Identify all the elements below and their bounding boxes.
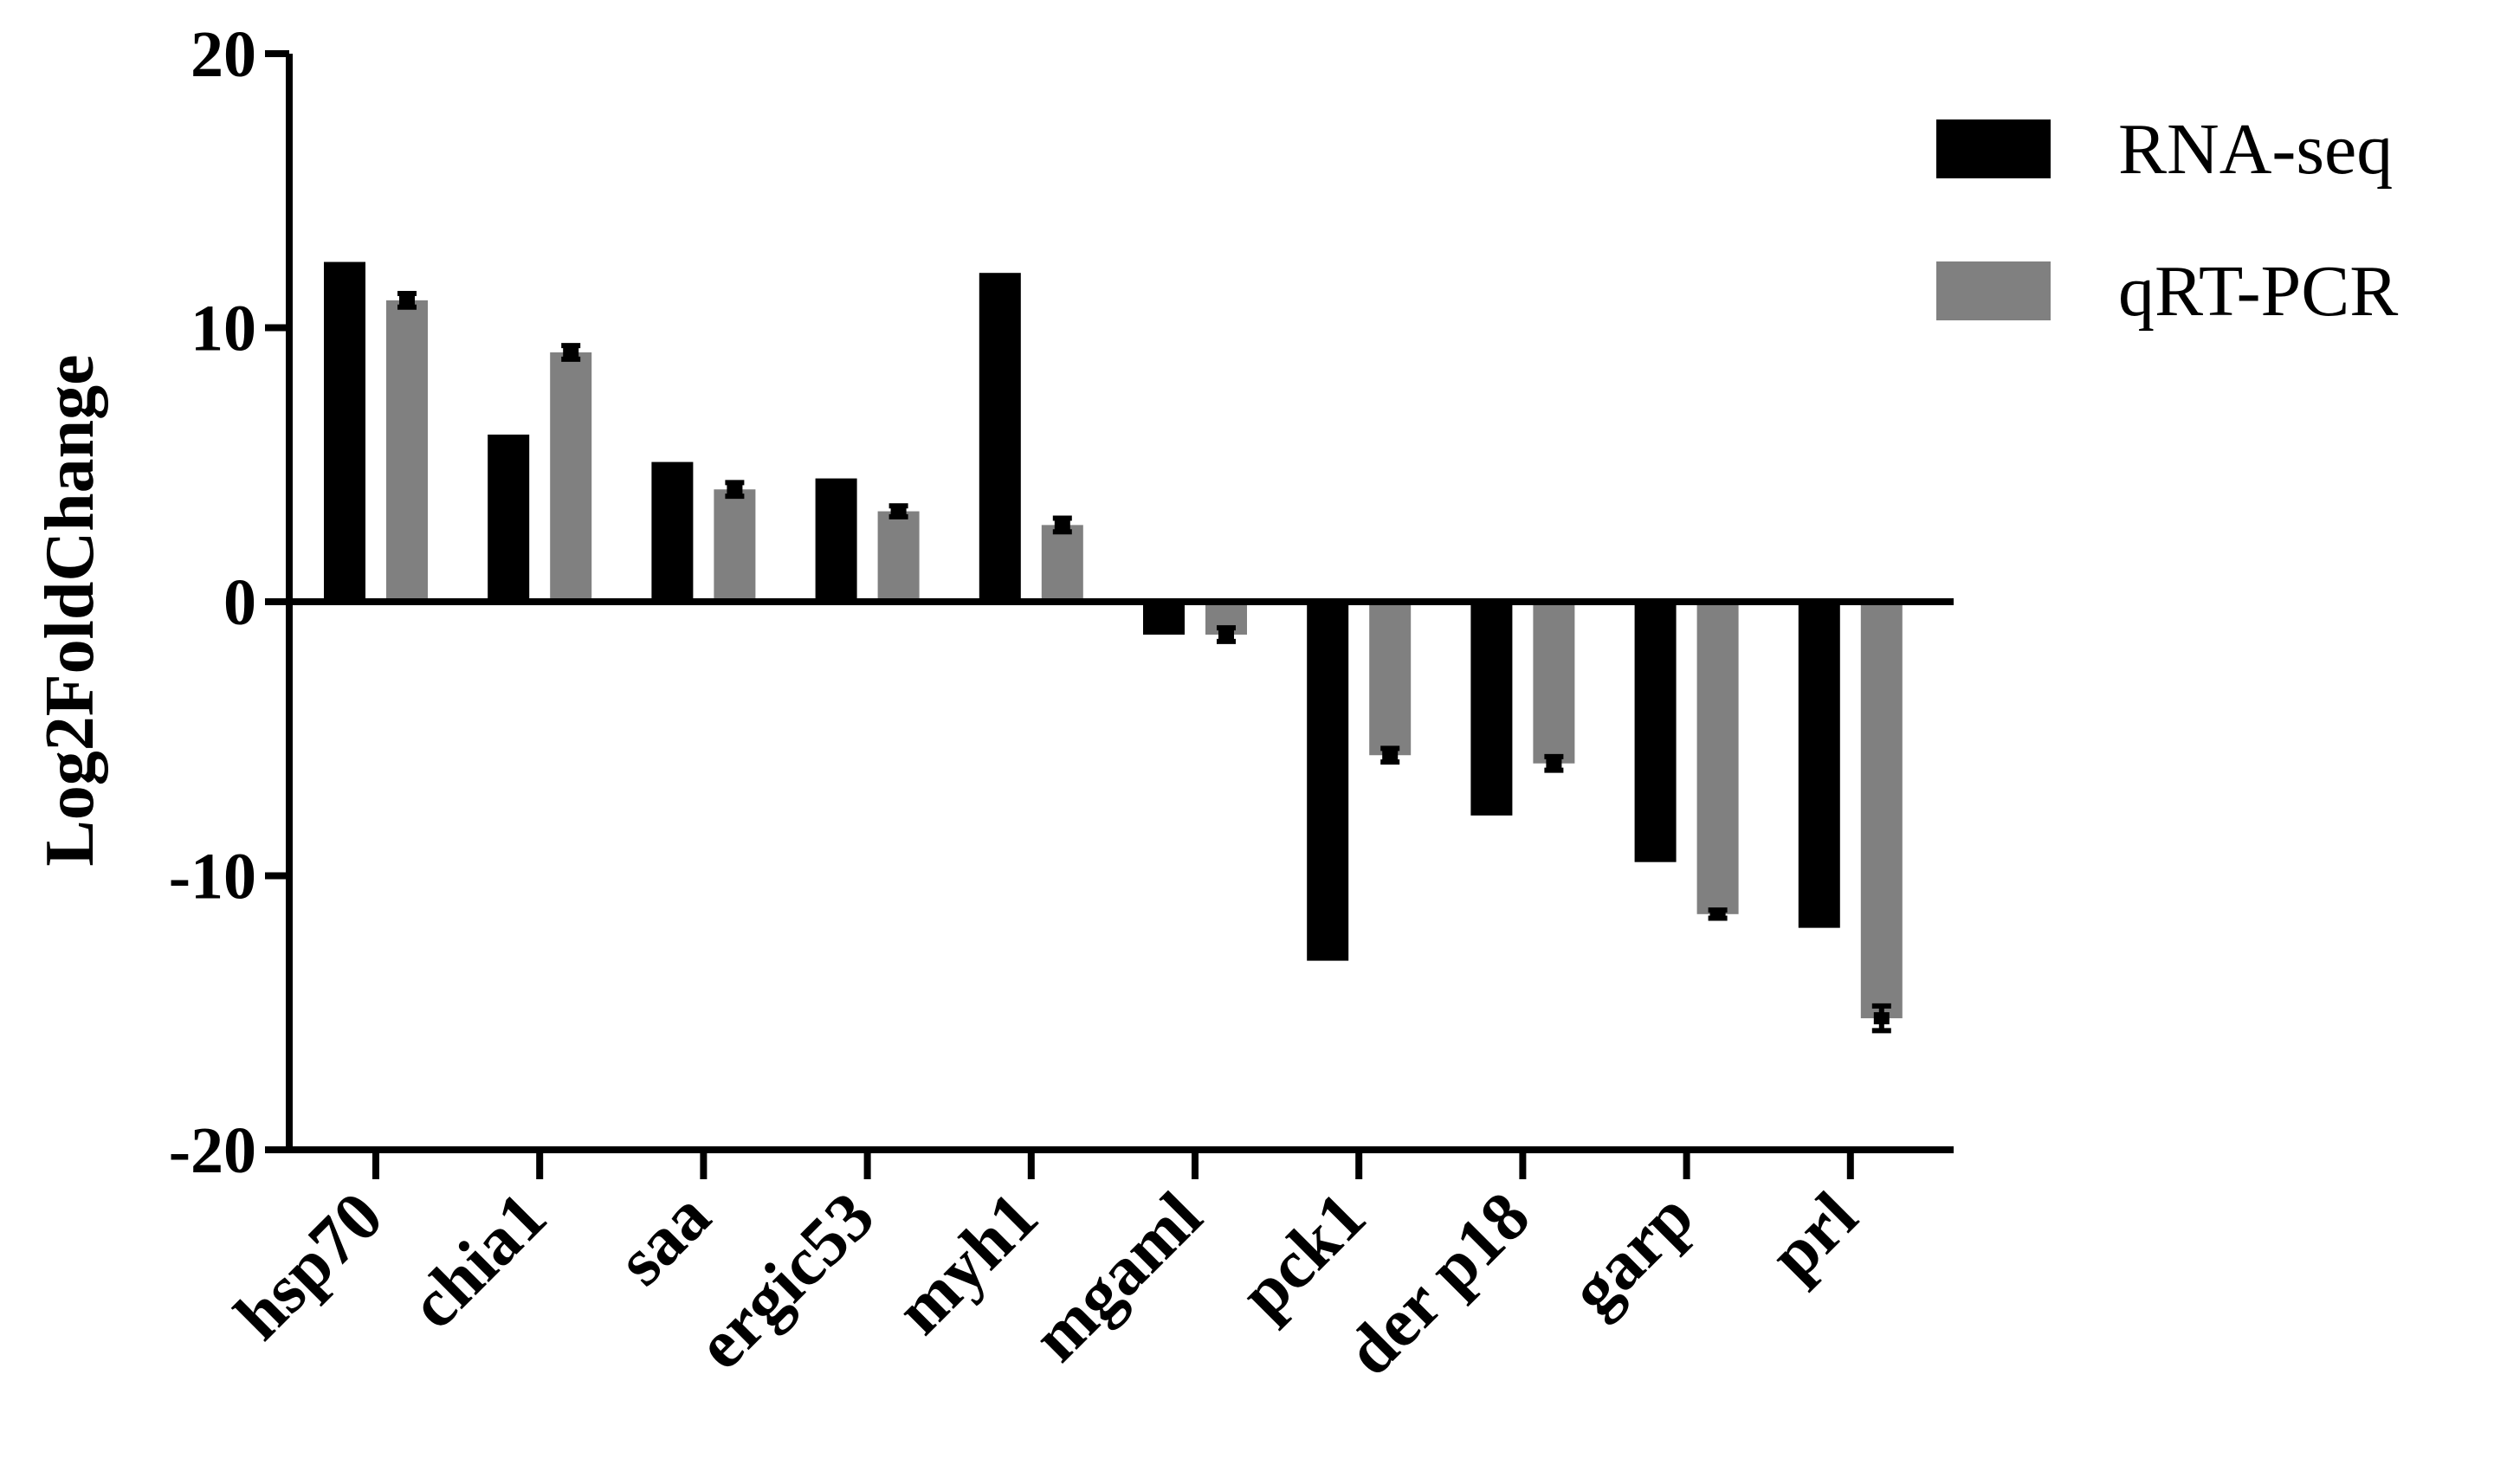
bar-rnaseq-pck1	[1307, 602, 1349, 961]
y-tick-label: -20	[169, 1114, 256, 1187]
bar-rnaseq-myh1	[979, 273, 1021, 602]
category-label: pck1	[1225, 1178, 1380, 1333]
bar-rnaseq-prl	[1798, 602, 1840, 928]
bar-rnaseq-chia1	[488, 434, 530, 602]
y-axis-title: Log2FoldChange	[32, 354, 108, 866]
category-label: ergic53	[682, 1178, 888, 1384]
legend-swatch	[1936, 261, 2051, 320]
error-bar-garp	[1708, 907, 1728, 921]
bar-qrtpcr-pck1	[1369, 602, 1412, 756]
error-bar-chia1	[561, 343, 581, 362]
error-bar-hsp70	[397, 290, 417, 310]
bar-qrtpcr-hsp70	[386, 300, 428, 602]
category-label: mgaml	[1018, 1178, 1217, 1377]
error-bar-saa	[725, 480, 745, 500]
axes-group	[265, 50, 1954, 1179]
bar-rnaseq-hsp70	[324, 261, 365, 602]
category-label: saa	[603, 1178, 725, 1300]
y-tick-label: -10	[169, 841, 256, 913]
bar-qrtpcr-saa	[714, 489, 756, 602]
error-bar-myh1	[1052, 515, 1072, 535]
legend-item-qrtpcr: qRT-PCR	[1936, 251, 2398, 332]
bar-qrtpcr-ergic53	[877, 511, 920, 602]
category-label: der p18	[1332, 1178, 1544, 1390]
bars-group	[324, 261, 1903, 1019]
legend-item-rnaseq: RNA-seq	[1936, 109, 2393, 190]
bar-rnaseq-mgaml	[1143, 602, 1185, 635]
y-tick-labels: 20 10 0 -10 -20	[169, 18, 256, 1187]
legend: RNA-seq qRT-PCR	[1936, 109, 2398, 332]
bar-rnaseq-garp	[1634, 602, 1677, 862]
bar-qrtpcr-chia1	[550, 352, 592, 602]
error-bars-group	[397, 290, 1891, 1034]
bar-rnaseq-der-p18	[1470, 602, 1513, 816]
bar-qrtpcr-myh1	[1041, 525, 1083, 602]
error-bar-prl	[1871, 1003, 1891, 1034]
legend-swatch	[1936, 119, 2051, 178]
bar-qrtpcr-garp	[1696, 602, 1739, 914]
error-bar-pck1	[1380, 745, 1400, 765]
bar-rnaseq-ergic53	[815, 478, 857, 602]
error-bar-der-p18	[1544, 753, 1564, 773]
category-label: garp	[1556, 1178, 1708, 1330]
category-label: hsp70	[221, 1178, 397, 1355]
category-label: prl	[1755, 1178, 1872, 1295]
legend-label: RNA-seq	[2118, 109, 2393, 190]
bar-rnaseq-saa	[651, 461, 694, 602]
y-tick-label: 10	[191, 293, 256, 365]
bar-qrtpcr-der-p18	[1533, 602, 1575, 764]
y-tick-label: 0	[223, 566, 256, 639]
category-label: chia1	[396, 1178, 561, 1344]
error-bar-mgaml	[1217, 625, 1236, 644]
bar-qrtpcr-prl	[1860, 602, 1903, 1019]
legend-label: qRT-PCR	[2118, 251, 2398, 332]
error-bar-ergic53	[888, 503, 908, 519]
y-tick-label: 20	[191, 18, 256, 91]
